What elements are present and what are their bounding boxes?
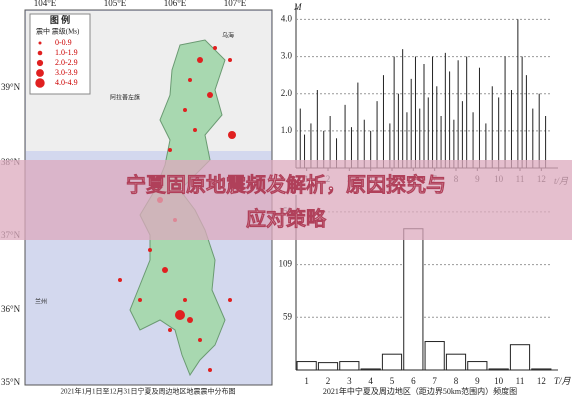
y-tick-label: 109 bbox=[279, 259, 293, 269]
y-tick-label: 3.0 bbox=[281, 51, 293, 61]
bar bbox=[296, 361, 317, 371]
legend-label: 2.0-2.9 bbox=[55, 58, 78, 67]
x-tick-label: 8 bbox=[454, 376, 459, 386]
lon-label: 105°E bbox=[104, 0, 127, 8]
x-tick-label: 5 bbox=[390, 376, 395, 386]
legend-dot bbox=[35, 78, 45, 88]
banner-line-1: 宁夏固原地震频发解析，原因探究与 bbox=[126, 173, 446, 197]
legend-dot bbox=[36, 69, 44, 77]
chart-caption: 2021年中宁夏及周边地区（距边界50km范围内）频度图 bbox=[323, 386, 517, 396]
bar bbox=[360, 368, 381, 371]
legend-header: 震中 震级(Ms) bbox=[36, 27, 80, 36]
banner-line-2: 应对策略 bbox=[246, 207, 327, 231]
place-label: 兰州 bbox=[35, 297, 47, 305]
lat-label: 36°N bbox=[1, 304, 21, 314]
x-tick-label: 11 bbox=[516, 376, 525, 386]
legend-dot bbox=[38, 41, 42, 45]
bar bbox=[531, 368, 552, 371]
x-tick-label: 6 bbox=[411, 376, 416, 386]
bar bbox=[381, 353, 403, 371]
legend-title: 图 例 bbox=[50, 14, 70, 25]
lon-label: 107°E bbox=[224, 0, 247, 8]
lon-label: 106°E bbox=[164, 0, 187, 8]
legend-dot bbox=[37, 50, 43, 56]
legend-dot bbox=[36, 59, 44, 67]
banner bbox=[0, 160, 572, 240]
y-tick-label: 4.0 bbox=[281, 13, 293, 23]
x-tick-label: 12 bbox=[537, 376, 546, 386]
place-label: 乌海 bbox=[222, 31, 234, 39]
bar bbox=[403, 228, 424, 371]
x-tick-label: 2 bbox=[326, 376, 331, 386]
lat-label: 35°N bbox=[1, 377, 21, 387]
x-tick-label: 1 bbox=[304, 376, 309, 386]
y-tick-label: 59 bbox=[283, 311, 293, 321]
bar bbox=[467, 361, 488, 371]
x-tick-label: 10 bbox=[494, 376, 504, 386]
legend-label: 3.0-3.9 bbox=[55, 68, 78, 77]
bar bbox=[317, 362, 339, 371]
bar bbox=[339, 361, 360, 371]
bar bbox=[424, 341, 445, 371]
place-label: 阿拉善左旗 bbox=[110, 93, 140, 101]
legend-label: 4.0-4.9 bbox=[55, 78, 78, 87]
x-tick-label: 4 bbox=[368, 376, 373, 386]
y-axis-label: M bbox=[293, 2, 302, 12]
x-tick-label: 3 bbox=[347, 376, 352, 386]
bar bbox=[488, 368, 509, 371]
map-caption: 2021年1月1日至12月31日宁夏及周边地区地震震中分布图 bbox=[61, 387, 236, 396]
legend-label: 0-0.9 bbox=[55, 38, 72, 47]
y-tick-label: 2.0 bbox=[281, 88, 293, 98]
legend-label: 1.0-1.9 bbox=[55, 48, 78, 57]
x-tick-label: 9 bbox=[475, 376, 480, 386]
x-axis-label: T/月 bbox=[554, 376, 572, 386]
bar bbox=[445, 353, 467, 371]
lon-label: 104°E bbox=[34, 0, 57, 8]
bar bbox=[509, 344, 531, 371]
lat-label: 39°N bbox=[1, 82, 21, 92]
x-tick-label: 7 bbox=[432, 376, 437, 386]
y-tick-label: 1.0 bbox=[281, 125, 293, 135]
